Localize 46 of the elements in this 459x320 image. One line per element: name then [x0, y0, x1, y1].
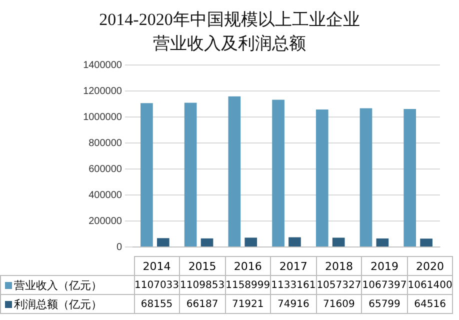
y-tick-label: 1200000: [83, 86, 122, 97]
data-label: 1057327: [316, 276, 362, 294]
bar: [376, 238, 389, 246]
x-tick-label: 2016: [225, 256, 271, 276]
bar: [332, 238, 345, 246]
x-tick-label: 2020: [407, 256, 453, 276]
bar: [244, 238, 258, 246]
data-label: 1107033: [134, 276, 180, 294]
y-tick-label: 1400000: [83, 60, 122, 71]
data-label: 74916: [270, 294, 316, 314]
y-tick-label: 800000: [88, 138, 122, 149]
data-label: 64516: [407, 294, 453, 314]
x-tick-label: 2017: [270, 256, 316, 276]
data-label: 71921: [225, 294, 271, 314]
bar: [140, 103, 153, 246]
y-tick-label: 600000: [88, 164, 122, 175]
bar: [404, 109, 416, 246]
data-label: 1067397: [362, 276, 408, 294]
data-label: 1109853: [180, 276, 226, 294]
data-label: 1133161: [270, 276, 316, 294]
data-label: 68155: [134, 294, 180, 314]
bar: [420, 238, 432, 246]
data-label: 65799: [362, 294, 408, 314]
y-tick-label: 200000: [88, 216, 122, 227]
x-tick-label: 2015: [180, 256, 226, 276]
data-label: 1061400: [407, 276, 453, 294]
x-tick-label: 2019: [362, 256, 408, 276]
bar: [288, 237, 301, 246]
bar: [156, 238, 170, 246]
data-label: 71609: [316, 294, 362, 314]
x-tick-label: 2014: [134, 256, 180, 276]
data-label: 66187: [180, 294, 226, 314]
y-tick-label: 1000000: [83, 112, 122, 123]
x-tick-label: 2018: [316, 256, 362, 276]
bar: [360, 108, 372, 246]
bar: [184, 102, 197, 246]
legend-label: 利润总额（亿元）: [0, 294, 134, 314]
bar: [316, 110, 328, 246]
data-label: 1158999: [225, 276, 271, 294]
y-tick-label: 400000: [88, 190, 122, 201]
y-tick-label: 0: [116, 242, 122, 253]
chart-title: 2014-2020年中国规模以上工业企业营业收入及利润总额: [98, 9, 361, 55]
legend-label: 营业收入（亿元）: [0, 276, 134, 294]
bar: [228, 96, 241, 246]
bar: [200, 238, 214, 246]
bar: [272, 100, 284, 246]
